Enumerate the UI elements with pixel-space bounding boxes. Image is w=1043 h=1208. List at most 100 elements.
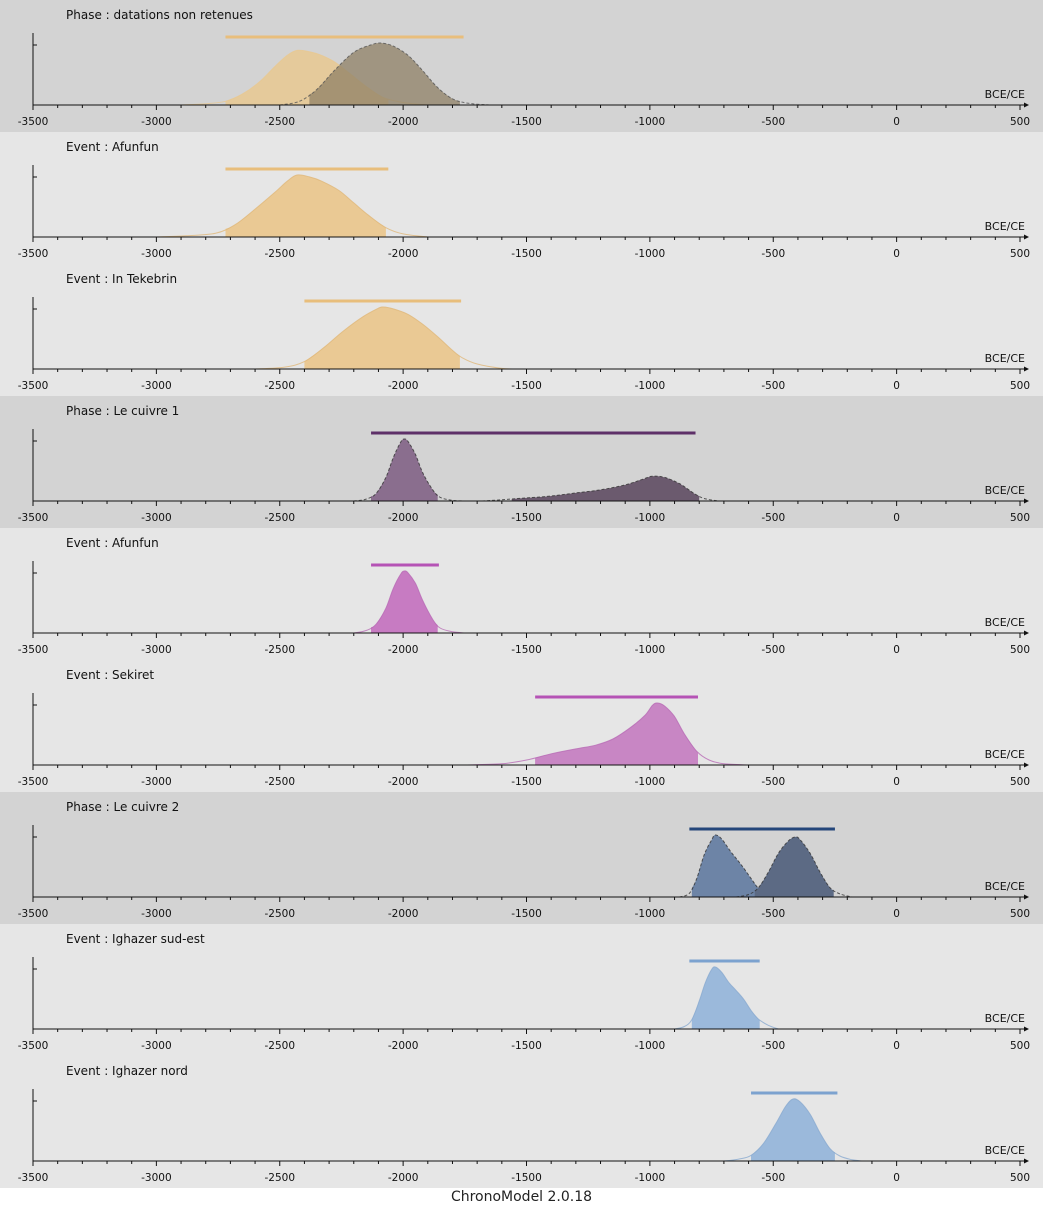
- x-axis-unit-label: BCE/CE: [984, 880, 1025, 893]
- x-tick-label: -2500: [264, 908, 295, 920]
- x-tick-label: 500: [1010, 644, 1030, 656]
- x-tick-label: -2500: [264, 248, 295, 260]
- x-tick-label: 500: [1010, 776, 1030, 788]
- x-tick-label: -2500: [264, 116, 295, 128]
- x-tick-label: -1500: [511, 776, 542, 788]
- x-axis-unit-label: BCE/CE: [984, 748, 1025, 761]
- x-tick-label: -1500: [511, 1040, 542, 1052]
- x-tick-label: -2500: [264, 380, 295, 392]
- x-tick-label: -3000: [141, 512, 172, 524]
- x-axis-arrow: [1024, 894, 1029, 900]
- x-axis-arrow: [1024, 498, 1029, 504]
- density-plot: -3500 -3000 -2500 -2000 -1500 -1000 -500 0 500: [18, 33, 1030, 128]
- x-tick-label: -1500: [511, 380, 542, 392]
- x-tick-label: -3500: [18, 776, 49, 788]
- density-plot: -3500 -3000 -2500 -2000 -1500 -1000 -500 0 500: [18, 165, 1030, 260]
- density-outline: [464, 702, 749, 766]
- event-panel: -3500 -3000 -2500 -2000 -1500 -1000 -500 0 500 Ev…: [0, 924, 1043, 1056]
- phase-panel: -3500 -3000 -2500 -2000 -1500 -1000 -500 0 500 Ph…: [0, 0, 1043, 132]
- density-outline: [353, 438, 465, 502]
- density-plot: -3500 -3000 -2500 -2000 -1500 -1000 -500 0 500: [18, 957, 1030, 1052]
- x-tick-label: -500: [761, 116, 785, 128]
- x-tick-label: -2000: [388, 1172, 419, 1184]
- x-axis-arrow: [1024, 1026, 1029, 1032]
- x-tick-label: -500: [761, 644, 785, 656]
- x-tick-label: -2000: [388, 776, 419, 788]
- x-tick-label: -1500: [511, 908, 542, 920]
- x-tick-label: -3500: [18, 644, 49, 656]
- panel-title: Event : Ighazer sud-est: [66, 932, 205, 946]
- x-axis-arrow: [1024, 366, 1029, 372]
- x-tick-label: -3000: [141, 116, 172, 128]
- x-tick-label: -3500: [18, 116, 49, 128]
- density-area: [225, 174, 386, 237]
- x-tick-label: -3000: [141, 776, 172, 788]
- x-tick-label: -1000: [635, 512, 666, 524]
- phase-panel: -3500 -3000 -2500 -2000 -1500 -1000 -500 0 500 Ph…: [0, 792, 1043, 924]
- density-area: [371, 570, 438, 633]
- x-tick-label: 0: [893, 512, 900, 524]
- density-outline: [723, 1098, 863, 1162]
- x-axis-arrow: [1024, 762, 1029, 768]
- x-axis-arrow: [1024, 102, 1029, 108]
- app-version-footer: ChronoModel 2.0.18: [450, 1189, 593, 1205]
- x-tick-label: -3000: [141, 644, 172, 656]
- density-outline: [255, 306, 515, 370]
- x-tick-label: -1000: [635, 644, 666, 656]
- x-axis-unit-label: BCE/CE: [984, 484, 1025, 497]
- x-tick-label: 500: [1010, 512, 1030, 524]
- x-tick-label: 500: [1010, 248, 1030, 260]
- density-outline: [482, 475, 720, 502]
- x-tick-label: 0: [893, 908, 900, 920]
- x-tick-label: -2000: [388, 908, 419, 920]
- x-tick-label: -3500: [18, 1040, 49, 1052]
- x-tick-label: -1500: [511, 512, 542, 524]
- x-tick-label: 0: [893, 1040, 900, 1052]
- x-tick-label: -1000: [635, 908, 666, 920]
- density-outline: [353, 570, 465, 634]
- panel-title: Event : Ighazer nord: [66, 1064, 188, 1078]
- panel-title: Event : Afunfun: [66, 536, 159, 550]
- density-outline: [679, 834, 779, 898]
- x-tick-label: -1500: [511, 116, 542, 128]
- x-tick-label: 0: [893, 644, 900, 656]
- density-area: [535, 702, 699, 765]
- x-tick-label: -1000: [635, 380, 666, 392]
- density-area: [691, 834, 759, 897]
- density-plot: -3500 -3000 -2500 -2000 -1500 -1000 -500 0 500: [18, 693, 1030, 788]
- density-outline: [736, 836, 853, 898]
- x-tick-label: -3500: [18, 1172, 49, 1184]
- x-axis-unit-label: BCE/CE: [984, 616, 1025, 629]
- x-tick-label: 500: [1010, 1040, 1030, 1052]
- x-tick-label: -500: [761, 380, 785, 392]
- x-tick-label: -1000: [635, 116, 666, 128]
- density-area: [751, 1098, 835, 1161]
- x-tick-label: 0: [893, 248, 900, 260]
- x-tick-label: -1500: [511, 248, 542, 260]
- x-tick-label: 0: [893, 380, 900, 392]
- x-tick-label: -2000: [388, 380, 419, 392]
- x-tick-label: -500: [761, 776, 785, 788]
- density-plot: -3500 -3000 -2500 -2000 -1500 -1000 -500 0 500: [18, 825, 1030, 920]
- x-axis-arrow: [1024, 234, 1029, 240]
- event-panel: -3500 -3000 -2500 -2000 -1500 -1000 -500 0 500 Ev…: [0, 528, 1043, 660]
- x-tick-label: -1000: [635, 1040, 666, 1052]
- x-tick-label: -2500: [264, 644, 295, 656]
- x-tick-label: 500: [1010, 116, 1030, 128]
- x-tick-label: -2500: [264, 1040, 295, 1052]
- x-axis-unit-label: BCE/CE: [984, 220, 1025, 233]
- x-tick-label: -500: [761, 512, 785, 524]
- x-tick-label: 0: [893, 116, 900, 128]
- x-tick-label: 0: [893, 776, 900, 788]
- panel-title: Phase : datations non retenues: [66, 8, 253, 22]
- x-tick-label: -3000: [141, 1040, 172, 1052]
- panel-title: Phase : Le cuivre 2: [66, 800, 180, 814]
- event-panel: -3500 -3000 -2500 -2000 -1500 -1000 -500 0 500 Ev…: [0, 264, 1043, 396]
- x-tick-label: -3000: [141, 380, 172, 392]
- x-tick-label: 500: [1010, 380, 1030, 392]
- density-area: [754, 836, 834, 897]
- density-plot: -3500 -3000 -2500 -2000 -1500 -1000 -500 0 500: [18, 1089, 1030, 1184]
- x-tick-label: -500: [761, 1040, 785, 1052]
- x-tick-label: -3500: [18, 380, 49, 392]
